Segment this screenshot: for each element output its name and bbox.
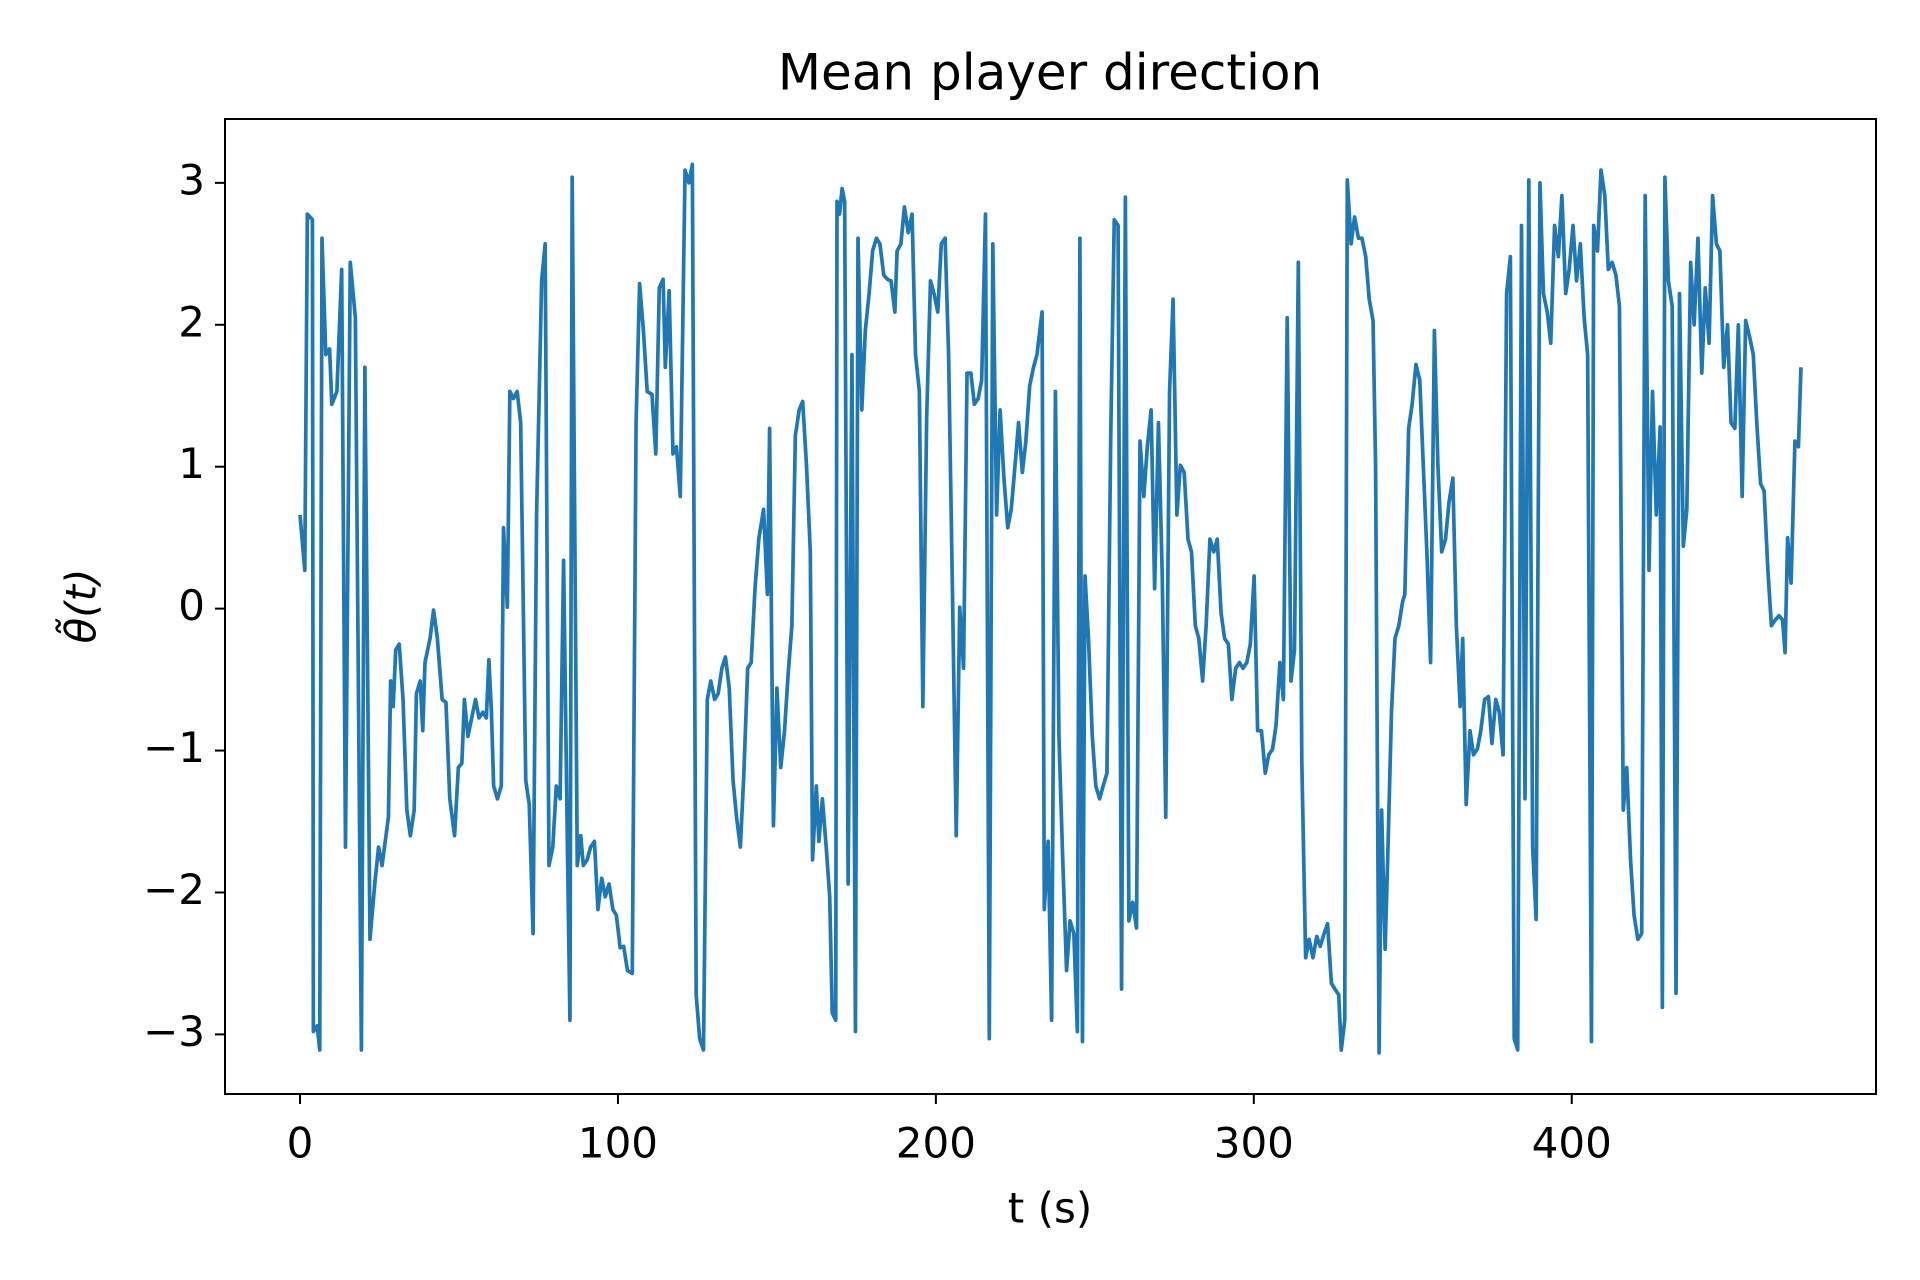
x-tick-label: 100 bbox=[578, 1119, 658, 1168]
plot-frame bbox=[224, 118, 1877, 1095]
y-tick-label: −2 bbox=[143, 865, 205, 914]
y-axis-label: θ̃(t) bbox=[55, 569, 106, 644]
x-tick-label: 400 bbox=[1532, 1119, 1612, 1168]
data-line bbox=[298, 162, 1803, 1055]
x-tick-label: 200 bbox=[896, 1119, 976, 1168]
y-tick-label: 1 bbox=[178, 439, 205, 488]
chart-title: Mean player direction bbox=[778, 44, 1322, 102]
y-tick-label: −3 bbox=[143, 1007, 205, 1056]
x-axis-label: t (s) bbox=[1008, 1184, 1092, 1233]
y-tick-label: 0 bbox=[178, 581, 205, 630]
y-tick-label: 3 bbox=[178, 155, 205, 204]
y-tick-label: 2 bbox=[178, 297, 205, 346]
x-tick-label: 0 bbox=[287, 1119, 314, 1168]
x-tick-label: 300 bbox=[1214, 1119, 1294, 1168]
y-tick-label: −1 bbox=[143, 723, 205, 772]
